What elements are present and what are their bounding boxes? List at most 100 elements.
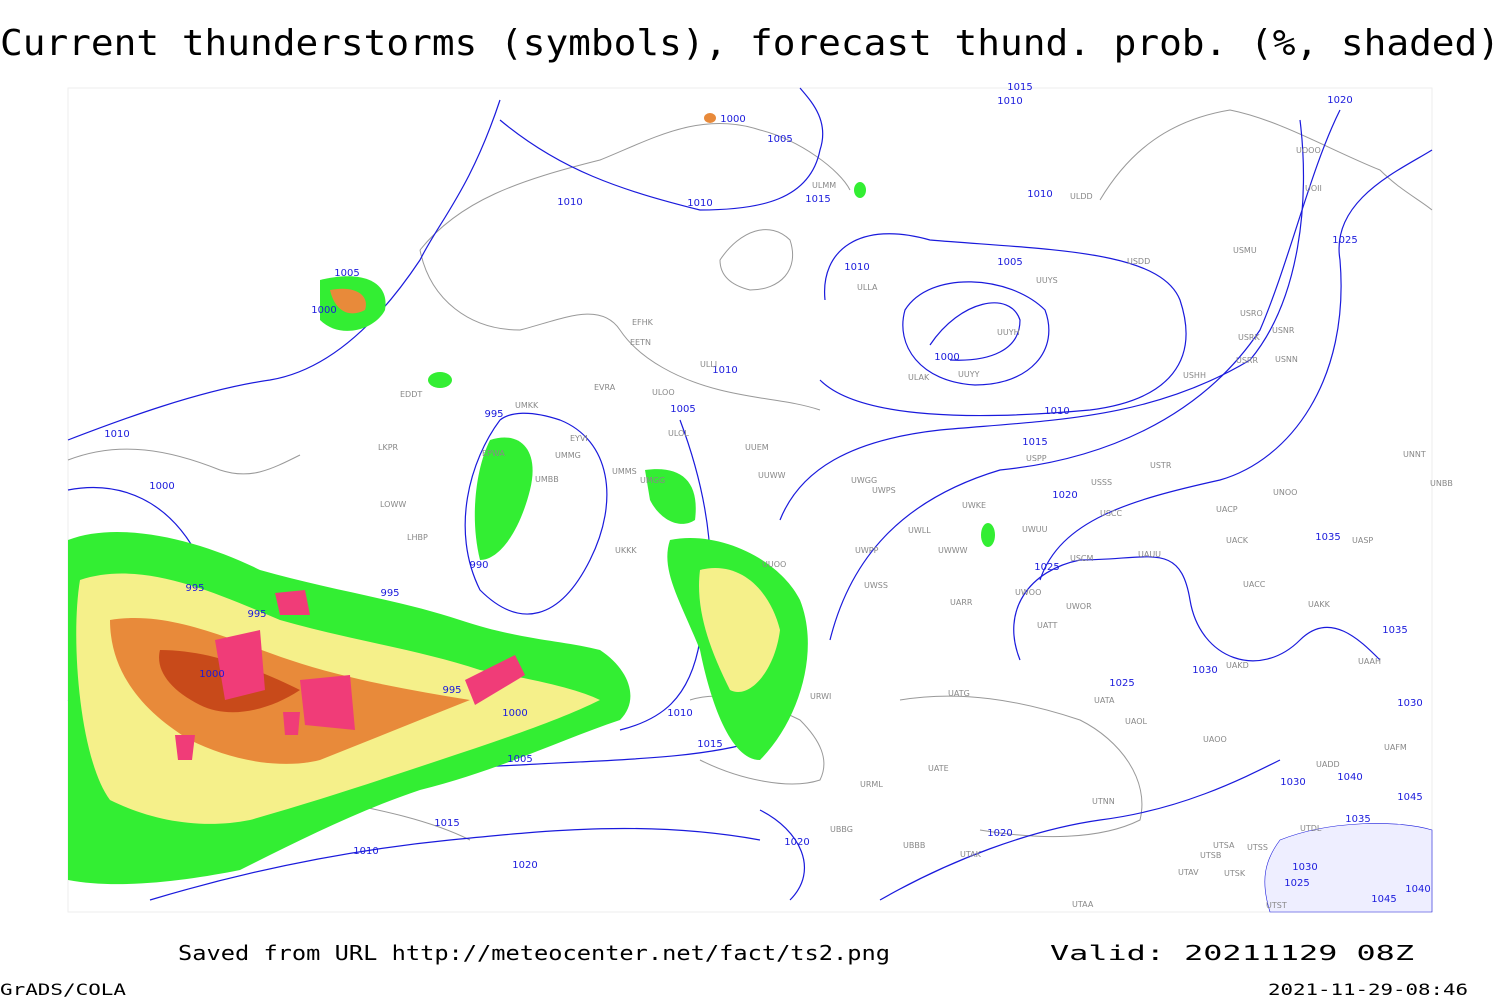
station-label: UACK [1226,536,1249,545]
isobar-label: 1035 [1315,532,1340,543]
coastline [419,122,851,251]
isobar-label: 1025 [1284,878,1309,889]
station-label: UATG [948,689,970,698]
coastline [67,448,301,475]
isobar-label: 1000 [149,481,174,492]
isobar-label: 1010 [667,708,692,719]
isobar [819,233,1187,417]
isobar [1013,556,1381,662]
station-label: USRO [1240,309,1263,318]
station-label: EPWA [482,449,505,458]
isobar-label: 1010 [687,198,712,209]
station-label: UAOL [1125,717,1147,726]
isobar-label: 1020 [1327,95,1352,106]
isobar-label: 1015 [434,818,459,829]
isobar-label: 1010 [104,429,129,440]
station-label: UUYY [958,370,980,379]
isobar [902,281,1050,386]
isobar-label: 1015 [697,739,722,750]
station-label: UWWW [938,546,968,555]
station-label: UTST [1266,901,1287,910]
shade-low [854,182,866,198]
storm-symbol [465,655,525,705]
isobar-label: 1005 [997,257,1022,268]
isobar-label: 1045 [1397,792,1422,803]
station-label: EDDT [400,390,422,399]
station-label: UAAH [1358,657,1381,666]
station-label: UTDL [1300,824,1322,833]
isobar-label: 1000 [311,305,336,316]
isobar-label: 1035 [1345,814,1370,825]
thunderstorm-symbols [175,590,525,760]
map-frame [67,87,1433,913]
station-label: EETN [630,338,651,347]
station-label: UTSB [1200,851,1221,860]
station-label: URWI [810,692,831,701]
station-label: UKKK [615,546,637,555]
shade-low [981,523,995,547]
station-label: USHH [1183,371,1206,380]
station-label: UBBG [830,825,853,834]
station-label: UWGG [851,476,877,485]
station-label: UUWW [758,471,786,480]
source-url: Saved from URL http://meteocenter.net/fa… [178,941,890,965]
valid-time: Valid: 20211129 08Z [1050,941,1414,965]
isobar-label: 1020 [512,860,537,871]
isobar-label: 995 [380,588,399,599]
coastline [1099,109,1433,211]
station-label: UMGG [640,476,665,485]
station-label: UMKK [515,401,539,410]
isobar-label: 995 [247,609,266,620]
isobar-cluster [1264,823,1433,913]
station-label: EYVI [570,434,588,443]
isobar [499,87,824,211]
lake [719,229,794,291]
station-label: UWPP [855,546,879,555]
station-label: UTAA [1072,900,1094,909]
isobar-label: 1010 [1027,189,1052,200]
station-label: UASP [1352,536,1373,545]
station-label: UAUU [1138,550,1161,559]
isobar-label: 990 [469,560,488,571]
station-label: USNR [1272,326,1295,335]
station-label: UWUU [1022,525,1048,534]
station-label: UMBB [535,475,559,484]
station-label: UWKE [962,501,986,510]
station-label: EFHK [632,318,654,327]
station-label: USPP [1026,454,1047,463]
station-label: UATE [928,764,949,773]
station-label: UNBB [1430,479,1453,488]
isobar-label: 1000 [934,352,959,363]
isobar-label: 1030 [1397,698,1422,709]
isobar-label: 1025 [1034,562,1059,573]
station-label: USMU [1233,246,1257,255]
station-label: UAOO [1203,735,1227,744]
station-label: UMMG [555,451,581,460]
station-label: URML [860,780,883,789]
station-label: UTSK [1224,869,1246,878]
software-credit: GrADS/COLA [0,980,126,999]
station-label: EVRA [594,383,616,392]
station-label: ULLI [700,360,717,369]
station-label: UWPS [872,486,896,495]
isobar-label: 1010 [557,197,582,208]
isobar-label: 1030 [1292,862,1317,873]
station-label: UACC [1243,580,1266,589]
station-label: UUYS [1036,276,1058,285]
station-label: UWSS [864,581,888,590]
isobar-label: 1045 [1371,894,1396,905]
station-label: UTSS [1247,843,1268,852]
isobar-label: 1035 [1382,625,1407,636]
isobar-label: 1005 [670,404,695,415]
isobar-label: 1010 [1044,406,1069,417]
shade-mid [699,568,780,692]
isobar-label: 1040 [1405,884,1430,895]
station-label: USCM [1070,554,1094,563]
isobar-label: 1025 [1332,235,1357,246]
title: Current thunderstorms (symbols), forecas… [0,23,1500,64]
isobar-label: 995 [484,409,503,420]
isobar-label: 1025 [1109,678,1134,689]
coastlines [67,109,1433,841]
storm-symbol [275,590,310,615]
